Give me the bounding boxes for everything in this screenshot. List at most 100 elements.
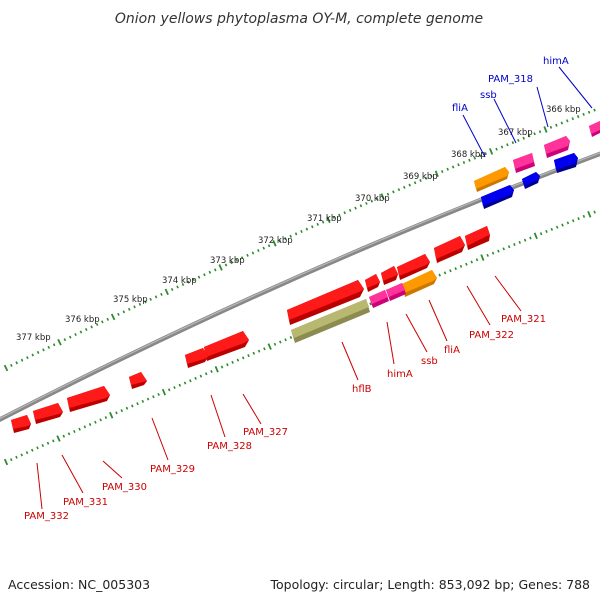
gene-PAM_332[interactable] xyxy=(11,415,31,433)
gene-hflB-red-small[interactable] xyxy=(365,274,380,292)
gene-PAM_322[interactable] xyxy=(434,236,465,263)
gene-label-PAM_318-top[interactable]: PAM_318 xyxy=(488,74,533,85)
outer-minor-tick xyxy=(52,343,56,347)
gene-hflB-magenta[interactable] xyxy=(369,290,389,308)
inner-minor-tick xyxy=(513,242,516,247)
gene-PAM_328[interactable] xyxy=(185,348,208,368)
outer-minor-tick xyxy=(533,132,536,136)
scale-label-376: 376 kbp xyxy=(65,315,100,325)
gene-label-ssb-bottom[interactable]: ssb xyxy=(421,356,438,367)
outer-minor-tick xyxy=(375,197,379,201)
outer-minor-tick xyxy=(26,356,29,360)
gene-himA-red[interactable] xyxy=(381,266,398,285)
gene-label-PAM_331[interactable]: PAM_331 xyxy=(63,497,108,508)
scale-label-369: 369 kbp xyxy=(403,172,438,182)
outer-minor-tick xyxy=(246,253,249,257)
gene-label-fliA-top[interactable]: fliA xyxy=(452,103,468,114)
gene-fliA-blue[interactable] xyxy=(481,185,514,209)
top-leader-lines xyxy=(462,66,593,158)
outer-minor-tick xyxy=(555,123,558,127)
outer-tick-row xyxy=(3,108,596,372)
outer-minor-tick xyxy=(262,246,266,250)
outer-minor-tick xyxy=(484,152,487,156)
outer-major-tick xyxy=(326,216,331,224)
inner-minor-tick xyxy=(577,217,580,221)
gene-PAM_331[interactable] xyxy=(33,403,63,424)
outer-minor-tick xyxy=(127,307,131,311)
inner-minor-tick xyxy=(30,448,34,452)
gene-ssb-blue[interactable] xyxy=(522,172,540,189)
gene-label-himA-bottom[interactable]: himA xyxy=(387,369,413,380)
gene-label-PAM_328[interactable]: PAM_328 xyxy=(207,441,252,452)
outer-minor-tick xyxy=(10,363,13,367)
gene-PAM_321[interactable] xyxy=(465,226,490,250)
inner-minor-tick xyxy=(257,349,261,353)
outer-minor-tick xyxy=(289,234,292,238)
inner-minor-tick xyxy=(204,372,208,376)
outer-minor-tick xyxy=(47,345,51,349)
gene-ssb-top[interactable] xyxy=(513,153,535,173)
gene-label-PAM_330[interactable]: PAM_330 xyxy=(102,482,147,493)
inner-minor-tick xyxy=(83,425,87,429)
gene-PAM_327[interactable] xyxy=(204,331,249,361)
inner-minor-tick xyxy=(67,432,71,436)
outer-minor-tick xyxy=(511,141,515,145)
outer-minor-tick xyxy=(90,325,93,329)
inner-minor-tick xyxy=(241,356,245,360)
gene-hflB[interactable] xyxy=(287,280,364,325)
inner-minor-tick xyxy=(566,221,570,225)
inner-minor-tick xyxy=(178,383,182,387)
gene-label-ssb-top[interactable]: ssb xyxy=(480,90,497,101)
outer-minor-tick xyxy=(230,261,233,265)
inner-minor-tick xyxy=(210,369,213,374)
gene-PAM_318-blue[interactable] xyxy=(554,153,578,173)
gene-label-PAM_329[interactable]: PAM_329 xyxy=(150,464,195,475)
gene-PAM_329[interactable] xyxy=(129,372,147,389)
inner-minor-tick xyxy=(131,404,134,408)
inner-minor-tick xyxy=(9,458,13,462)
gene-PAM_318-top[interactable] xyxy=(544,136,570,158)
gene-label-PAM_322[interactable]: PAM_322 xyxy=(469,330,514,341)
gene-fliA-orange[interactable] xyxy=(474,167,509,192)
gene-label-himA-top[interactable]: himA xyxy=(543,56,569,67)
outer-minor-tick xyxy=(181,283,185,287)
outer-minor-tick xyxy=(566,119,569,123)
outer-minor-tick xyxy=(176,285,179,289)
gene-himA-magenta[interactable] xyxy=(386,283,406,301)
outer-minor-tick xyxy=(63,338,67,342)
outer-minor-tick xyxy=(122,310,126,314)
gene-ssb-red[interactable] xyxy=(397,254,430,280)
outer-minor-tick xyxy=(397,188,401,192)
inner-minor-tick xyxy=(486,253,489,257)
outer-minor-tick xyxy=(160,292,163,296)
gene-label-PAM_321[interactable]: PAM_321 xyxy=(501,314,546,325)
inner-minor-tick xyxy=(99,418,102,422)
inner-minor-tick xyxy=(459,264,463,268)
gene-hflB-olive[interactable] xyxy=(291,299,370,343)
gene-PAM_330[interactable] xyxy=(67,386,110,412)
inner-minor-tick xyxy=(443,271,447,275)
scale-label-370: 370 kbp xyxy=(355,194,390,204)
gene-label-PAM_327[interactable]: PAM_327 xyxy=(243,427,288,438)
inner-minor-tick xyxy=(78,427,81,431)
inner-minor-tick xyxy=(289,335,293,340)
inner-minor-tick xyxy=(173,386,176,390)
outer-minor-tick xyxy=(522,136,525,140)
gene-himA-top[interactable] xyxy=(589,121,600,137)
inner-minor-tick xyxy=(470,260,473,264)
top-gene-labels: himA PAM_318 ssb fliA xyxy=(452,56,569,114)
gene-label-hflB[interactable]: hflB xyxy=(352,384,372,395)
inner-major-tick xyxy=(480,254,485,261)
scale-label-374: 374 kbp xyxy=(162,276,197,286)
outer-minor-tick xyxy=(517,138,520,142)
inner-minor-tick xyxy=(449,269,452,273)
gene-fliA-orange-inner[interactable] xyxy=(402,270,437,297)
gene-label-PAM_332[interactable]: PAM_332 xyxy=(24,511,69,522)
outer-minor-tick xyxy=(332,215,336,219)
gene-label-fliA-bottom[interactable]: fliA xyxy=(444,345,460,356)
inner-minor-tick xyxy=(36,446,39,450)
inner-minor-tick xyxy=(523,238,527,242)
outer-minor-tick xyxy=(144,300,147,304)
outer-minor-tick xyxy=(582,112,585,116)
